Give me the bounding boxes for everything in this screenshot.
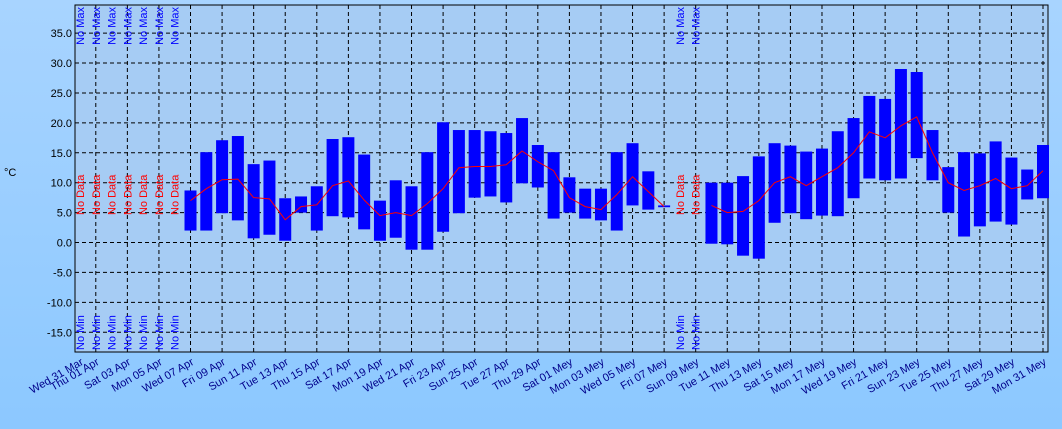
range-bar [263,160,276,235]
no-min-label: No Min [154,315,166,350]
no-data-label: No Data [75,174,87,215]
no-max-label: No Max [75,7,87,45]
no-data-label: No Data [122,174,134,215]
y-tick-label: -10.0 [47,297,72,309]
range-bar [484,131,497,197]
range-bar [831,131,844,217]
no-max-label: No Max [691,7,703,45]
range-bar [721,182,734,245]
range-bar [452,130,465,214]
range-bar [594,188,607,221]
range-bar [310,186,323,231]
range-bar [1021,169,1034,200]
no-max-label: No Max [91,7,103,45]
no-min-label: No Min [170,315,182,350]
mean-line [190,150,665,221]
range-bar [579,188,592,219]
range-bar [437,122,450,232]
range-bar [216,140,229,214]
range-bar [752,156,765,259]
range-bar [547,152,560,219]
range-bar [405,186,418,250]
range-bar [231,136,244,221]
y-tick-label: -15.0 [47,327,72,339]
no-data-label: No Data [91,174,103,215]
no-max-label: No Max [107,7,119,45]
no-data-label: No Data [107,174,119,215]
no-min-label: No Min [91,315,103,350]
range-bar [1005,157,1018,225]
range-bar [815,148,828,216]
range-bar [973,153,986,227]
y-tick-label: 5.0 [57,208,72,220]
y-tick-label: 15.0 [51,148,72,160]
range-bar [894,69,907,179]
no-data-label: No Data [691,174,703,215]
no-max-label: No Max [138,7,150,45]
range-bar [942,167,955,213]
no-max-label: No Max [154,7,166,45]
range-bar [373,200,386,241]
y-tick-label: 25.0 [51,88,72,100]
range-bar [389,180,402,238]
range-bar [1037,144,1049,199]
range-bar [910,72,923,159]
range-bar [184,190,197,231]
range-bar [421,152,434,250]
no-max-label: No Max [122,7,134,45]
range-bar [958,152,971,237]
range-bar [531,144,544,188]
range-bar [563,177,576,213]
no-min-label: No Min [122,315,134,350]
y-tick-label: 0.0 [57,238,72,250]
range-bar [358,154,371,230]
range-bar [926,130,939,181]
range-bar [879,98,892,181]
no-min-label: No Min [107,315,119,350]
no-data-label: No Data [154,174,166,215]
range-bar [500,133,513,203]
range-bar [642,171,655,210]
no-max-label: No Max [170,7,182,45]
no-data-label: No Data [675,174,687,215]
no-min-label: No Min [675,315,687,350]
y-tick-label: -5.0 [53,267,72,279]
range-bar [326,139,339,217]
y-tick-label: 20.0 [51,118,72,130]
no-data-label: No Data [170,174,182,215]
no-min-label: No Min [691,315,703,350]
y-tick-label: 30.0 [51,58,72,70]
no-min-label: No Min [138,315,150,350]
range-bar [200,152,213,231]
no-min-label: No Min [75,315,87,350]
range-bar [626,143,639,206]
mean-line [711,116,1044,214]
y-axis-label: °C [4,167,16,179]
range-bar [847,118,860,199]
range-bar [863,95,876,179]
range-bar [784,145,797,214]
no-max-label: No Max [675,7,687,45]
range-bar [989,141,1002,222]
y-tick-label: 10.0 [51,178,72,190]
y-tick-label: 35.0 [51,28,72,40]
range-bar [705,182,718,244]
range-bar [342,137,355,218]
range-bar [610,152,623,231]
range-bar [737,176,750,256]
range-bar [468,130,481,198]
no-data-label: No Data [138,174,150,215]
range-bar [247,164,260,239]
